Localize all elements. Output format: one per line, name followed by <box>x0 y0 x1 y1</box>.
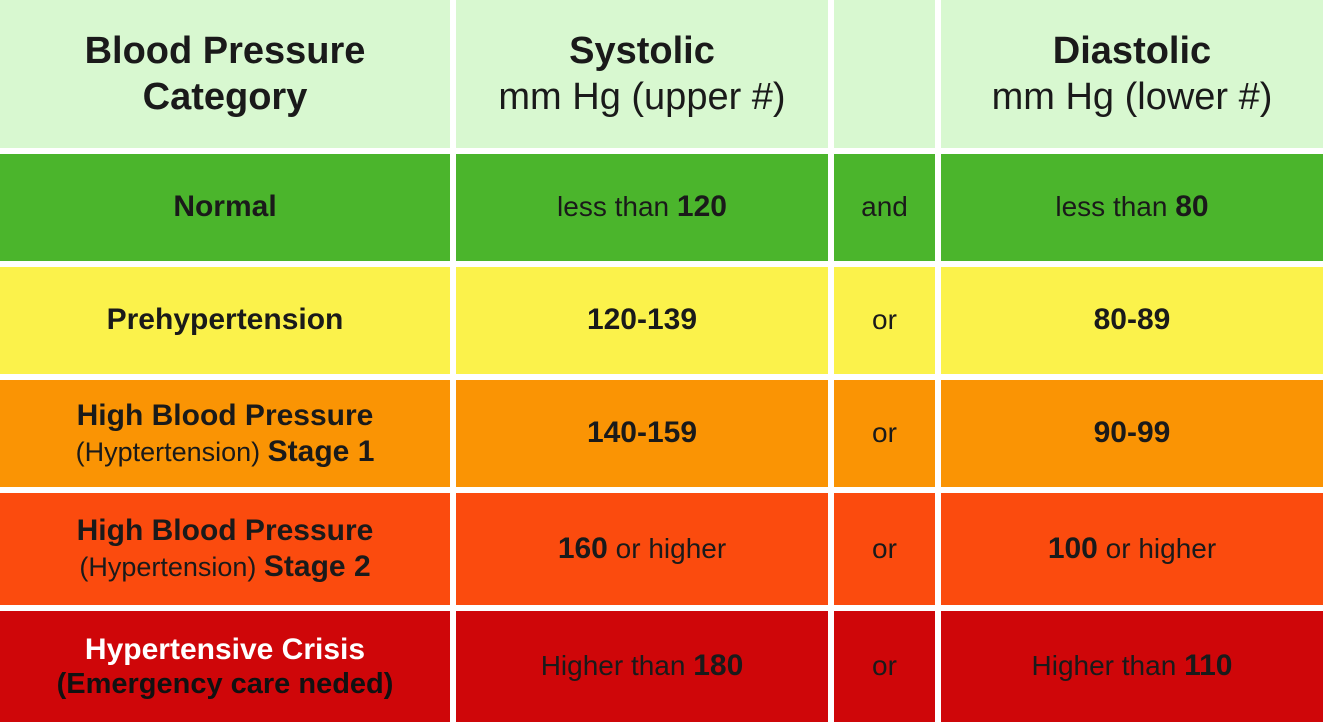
header-category-cell: Blood Pressure Category <box>0 0 450 148</box>
header-diastolic-title: Diastolic <box>1052 29 1212 72</box>
category-cell: High Blood Pressure (Hyptertension) Stag… <box>0 380 450 487</box>
systolic-cell: 140-159 <box>456 380 828 487</box>
category-label: High Blood Pressure <box>76 514 374 548</box>
systolic-value: 120 <box>676 190 727 224</box>
diastolic-value: 100 <box>1047 531 1098 565</box>
conjunction-cell: or <box>834 611 935 722</box>
systolic-value: 180 <box>693 649 744 683</box>
header-diastolic-cell: Diastolic mm Hg (lower #) <box>941 0 1323 148</box>
header-systolic-cell: Systolic mm Hg (upper #) <box>456 0 828 148</box>
diastolic-value: 90-99 <box>1093 416 1171 450</box>
systolic-cell: less than 120 <box>456 154 828 261</box>
header-diastolic-subtitle: mm Hg (lower #) <box>991 76 1273 118</box>
diastolic-suffix: or higher <box>1097 532 1217 564</box>
diastolic-cell: 80-89 <box>941 267 1323 374</box>
systolic-prefix: less than <box>557 191 677 223</box>
header-conjunction-cell <box>834 0 935 148</box>
conjunction-label: or <box>872 417 897 449</box>
systolic-prefix: Higher than <box>540 650 694 682</box>
diastolic-prefix: Higher than <box>1031 650 1185 682</box>
conjunction-cell: or <box>834 380 935 487</box>
category-cell: Hypertensive Crisis (Emergency care nede… <box>0 611 450 722</box>
header-category-line1: Blood Pressure <box>84 29 366 72</box>
category-label: Normal <box>173 190 277 224</box>
conjunction-label: or <box>872 650 897 682</box>
conjunction-cell: or <box>834 267 935 374</box>
systolic-value: 140-159 <box>586 416 698 450</box>
conjunction-label: or <box>872 532 897 564</box>
diastolic-value: 80-89 <box>1093 303 1171 337</box>
diastolic-cell: 90-99 <box>941 380 1323 487</box>
systolic-cell: 160 or higher <box>456 493 828 605</box>
category-cell: High Blood Pressure (Hypertension) Stage… <box>0 493 450 605</box>
diastolic-prefix: less than <box>1055 191 1176 223</box>
category-label: Hypertensive Crisis <box>84 632 366 666</box>
systolic-cell: Higher than 180 <box>456 611 828 722</box>
category-sublabel-bold: Stage 1 <box>267 434 375 468</box>
conjunction-label: or <box>872 304 897 336</box>
category-sublabel-bold: (Emergency care neded) <box>56 668 394 701</box>
systolic-suffix: or higher <box>607 532 727 564</box>
systolic-cell: 120-139 <box>456 267 828 374</box>
systolic-value: 160 <box>557 531 608 565</box>
category-sublabel: (Hypertension) <box>79 552 264 583</box>
category-sublabel: (Hyptertension) <box>75 436 268 467</box>
conjunction-cell: or <box>834 493 935 605</box>
conjunction-cell: and <box>834 154 935 261</box>
header-category-line2: Category <box>142 76 308 118</box>
diastolic-cell: less than 80 <box>941 154 1323 261</box>
category-sublabel-bold: Stage 2 <box>263 550 371 584</box>
header-systolic-subtitle: mm Hg (upper #) <box>498 76 786 118</box>
diastolic-value: 80 <box>1175 190 1209 224</box>
category-label: Prehypertension <box>106 303 344 337</box>
systolic-value: 120-139 <box>586 303 698 337</box>
category-cell: Normal <box>0 154 450 261</box>
diastolic-cell: 100 or higher <box>941 493 1323 605</box>
diastolic-cell: Higher than 110 <box>941 611 1323 722</box>
conjunction-label: and <box>861 191 908 223</box>
diastolic-value: 110 <box>1184 649 1233 683</box>
category-label: High Blood Pressure <box>76 398 374 432</box>
header-systolic-title: Systolic <box>569 29 715 72</box>
category-cell: Prehypertension <box>0 267 450 374</box>
